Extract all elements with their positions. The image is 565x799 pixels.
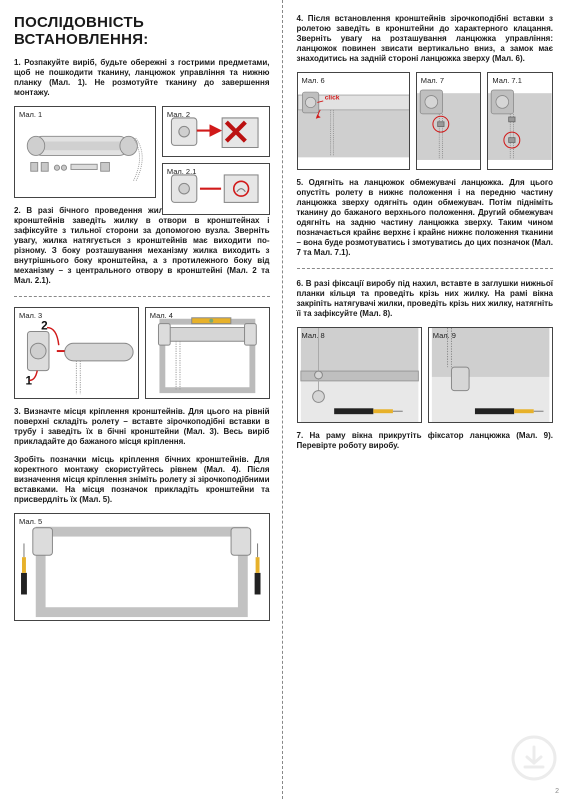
watermark-icon xyxy=(511,735,557,781)
figure-6-label: Мал. 6 xyxy=(302,76,325,85)
step-3a: 3. Визначте місця кріплення кронштейнів.… xyxy=(14,407,270,447)
figure-2-label: Мал. 2 xyxy=(167,110,190,119)
figure-3: Мал. 3 2 1 xyxy=(14,307,139,399)
figure-9-label: Мал. 9 xyxy=(433,331,456,340)
figure-2: Мал. 2 xyxy=(162,106,270,157)
left-column: ПОСЛІДОВНІСТЬ ВСТАНОВЛЕННЯ: 1. Розпакуйт… xyxy=(0,0,283,799)
figure-8: Мал. 8 xyxy=(297,327,422,423)
figure-2-1: Мал. 2.1 xyxy=(162,163,270,214)
step-3b: Зробіть позначки місць кріплення бічних … xyxy=(14,455,270,505)
divider-2 xyxy=(297,268,554,269)
step-6: 6. В разі фіксації виробу під нахил, вст… xyxy=(297,279,554,319)
step-2: 2. В разі бічного проведення жилки перед… xyxy=(14,206,270,286)
step-5: 5. Одягніть на ланцюжок обмежувачі ланцю… xyxy=(297,178,554,258)
figure-7: Мал. 7 xyxy=(416,72,482,170)
figure-5-label: Мал. 5 xyxy=(19,517,42,526)
figure-8-label: Мал. 8 xyxy=(302,331,325,340)
figure-7-1: Мал. 7.1 xyxy=(487,72,553,170)
figure-7-1-label: Мал. 7.1 xyxy=(492,76,521,85)
figure-3-label: Мал. 3 xyxy=(19,311,42,320)
figure-1: Мал. 1 xyxy=(14,106,156,198)
right-column: 4. Після встановлення кронштейнів зірочк… xyxy=(283,0,565,799)
step-7: 7. На раму вікна прикрутіть фіксатор лан… xyxy=(297,431,554,451)
figure-7-label: Мал. 7 xyxy=(421,76,444,85)
click-label: click xyxy=(324,94,339,101)
figure-2-1-label: Мал. 2.1 xyxy=(167,167,196,176)
annot-2: 2 xyxy=(41,320,48,333)
divider-1 xyxy=(14,296,270,297)
figure-4: Мал. 4 xyxy=(145,307,270,399)
step-1: 1. Розпакуйте виріб, будьте обережні з г… xyxy=(14,58,270,98)
figure-1-label: Мал. 1 xyxy=(19,110,42,119)
page-title: ПОСЛІДОВНІСТЬ ВСТАНОВЛЕННЯ: xyxy=(14,14,270,48)
figure-6: Мал. 6 click xyxy=(297,72,410,170)
figure-4-label: Мал. 4 xyxy=(150,311,173,320)
figure-9: Мал. 9 xyxy=(428,327,553,423)
page-number: 2 xyxy=(555,788,559,795)
step-4: 4. Після встановлення кронштейнів зірочк… xyxy=(297,14,554,64)
figure-5: Мал. 5 xyxy=(14,513,270,621)
